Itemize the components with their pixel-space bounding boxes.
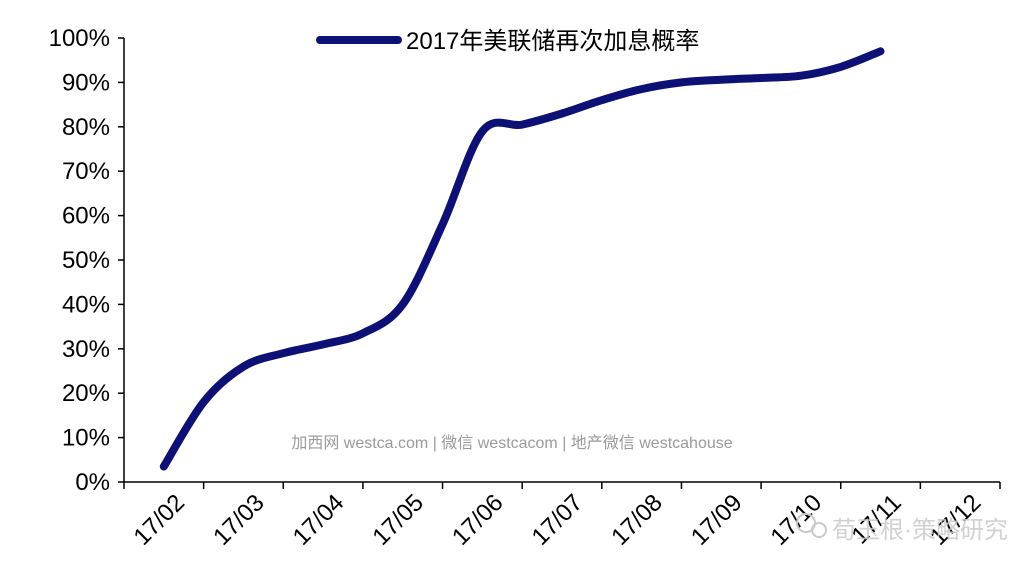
y-tick-label: 0%	[75, 469, 110, 496]
brand-stamp: 荀玉根·策略研究	[796, 513, 1008, 544]
x-tick-label: 17/05	[367, 489, 429, 551]
x-tick-label: 17/08	[606, 489, 668, 551]
x-tick-label: 17/07	[527, 489, 589, 551]
y-tick-label: 20%	[62, 380, 110, 407]
y-tick-label: 40%	[62, 291, 110, 318]
y-tick-label: 50%	[62, 247, 110, 274]
wechat-icon	[796, 513, 827, 538]
brand-stamp-text: 荀玉根·策略研究	[832, 517, 1008, 544]
y-axis-ticks: 0% 10% 20% 30% 40% 50% 60% 70% 80% 90% 100%	[49, 25, 124, 496]
y-tick-label: 60%	[62, 203, 110, 230]
y-tick-label: 100%	[49, 25, 110, 52]
x-tick-label: 17/03	[208, 489, 270, 551]
y-tick-label: 80%	[62, 114, 110, 141]
series-layer	[159, 47, 885, 471]
y-tick-label: 90%	[62, 69, 110, 96]
watermark-text: 加西网 westca.com | 微信 westcacom | 地产微信 wes…	[291, 434, 732, 452]
x-tick-label: 17/06	[447, 489, 509, 551]
series-line	[159, 47, 885, 471]
x-tick-label: 17/04	[288, 489, 350, 551]
legend-label: 2017年美联储再次加息概率	[406, 28, 699, 55]
x-tick-label: 17/09	[686, 489, 748, 551]
y-tick-label: 10%	[62, 425, 110, 452]
x-tick-label: 17/02	[128, 489, 190, 551]
x-tick-label: 17/10	[766, 489, 828, 551]
y-tick-label: 70%	[62, 158, 110, 185]
legend: 2017年美联储再次加息概率	[316, 28, 699, 55]
y-tick-label: 30%	[62, 336, 110, 363]
axes	[123, 38, 1000, 483]
